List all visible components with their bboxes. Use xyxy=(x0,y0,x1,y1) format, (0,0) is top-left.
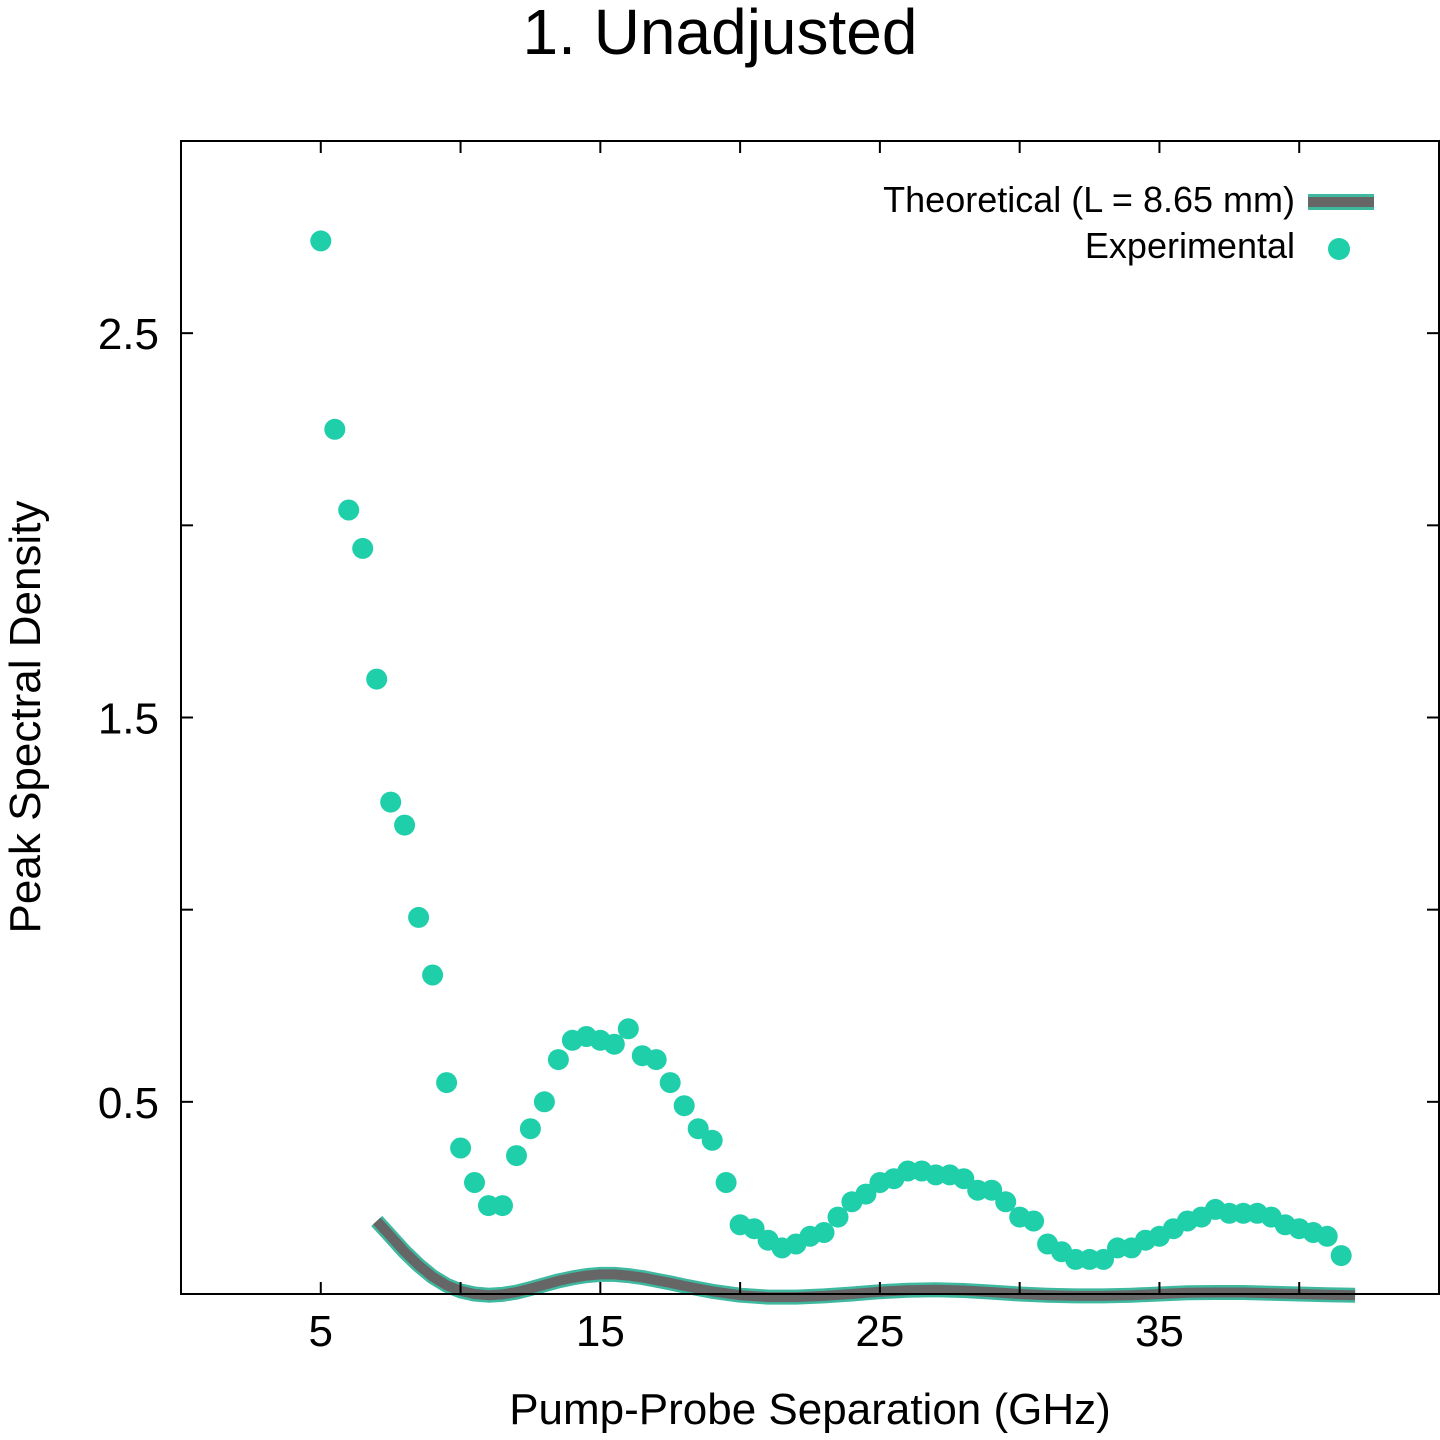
experimental-point xyxy=(380,791,402,813)
legend: Theoretical (L = 8.65 mm) Experimental xyxy=(883,179,1374,266)
experimental-point xyxy=(645,1049,667,1071)
experimental-point xyxy=(394,814,416,836)
y-axis-label: Peak Spectral Density xyxy=(1,501,50,934)
experimental-point xyxy=(673,1095,695,1117)
experimental-point xyxy=(422,964,444,986)
y-axis: 0.5 1.5 2.5 xyxy=(98,310,1439,1128)
experimental-point xyxy=(617,1018,639,1040)
chart-title: 1. Unadjusted xyxy=(523,0,918,68)
x-tick-label: 15 xyxy=(576,1307,625,1356)
legend-label-theoretical: Theoretical (L = 8.65 mm) xyxy=(883,179,1295,220)
y-tick-label: 1.5 xyxy=(98,695,159,744)
x-axis: 5 15 25 35 xyxy=(309,141,1301,1356)
experimental-point xyxy=(827,1206,849,1228)
experimental-point xyxy=(533,1091,555,1113)
experimental-point xyxy=(995,1191,1017,1213)
y-tick-label: 0.5 xyxy=(98,1079,159,1128)
x-tick-label: 25 xyxy=(855,1307,904,1356)
experimental-point xyxy=(701,1129,723,1151)
experimental-point xyxy=(436,1072,458,1094)
experimental-point xyxy=(408,906,430,928)
plot-frame xyxy=(180,140,1440,1295)
experimental-point xyxy=(1023,1210,1045,1232)
experimental-point xyxy=(547,1049,569,1071)
experimental-point xyxy=(324,418,346,440)
plot-area xyxy=(310,230,1356,1305)
experimental-point xyxy=(687,1118,709,1140)
x-tick-label: 5 xyxy=(309,1307,333,1356)
legend-marker-experimental xyxy=(1328,238,1350,260)
experimental-point xyxy=(603,1033,625,1055)
experimental-point xyxy=(855,1183,877,1205)
x-axis-label: Pump-Probe Separation (GHz) xyxy=(509,1385,1111,1434)
experimental-point xyxy=(659,1072,681,1094)
experimental-point xyxy=(450,1137,472,1159)
experimental-point xyxy=(310,230,332,252)
experimental-point xyxy=(981,1179,1003,1201)
experimental-point xyxy=(1093,1248,1114,1270)
experimental-point xyxy=(813,1222,835,1243)
legend-label-experimental: Experimental xyxy=(1085,225,1295,266)
experimental-point xyxy=(366,668,388,690)
x-tick-label: 35 xyxy=(1135,1307,1184,1356)
experimental-point xyxy=(492,1195,513,1217)
experimental-point xyxy=(1330,1245,1352,1267)
experimental-point xyxy=(715,1172,737,1193)
experimental-point xyxy=(464,1172,485,1193)
experimental-point xyxy=(338,499,360,521)
experimental-point xyxy=(519,1118,541,1140)
y-tick-label: 2.5 xyxy=(98,310,159,359)
experimental-point xyxy=(506,1145,527,1167)
experimental-point xyxy=(953,1168,975,1190)
experimental-point xyxy=(743,1218,765,1240)
experimental-point xyxy=(1316,1225,1338,1247)
experimental-point xyxy=(352,537,374,559)
